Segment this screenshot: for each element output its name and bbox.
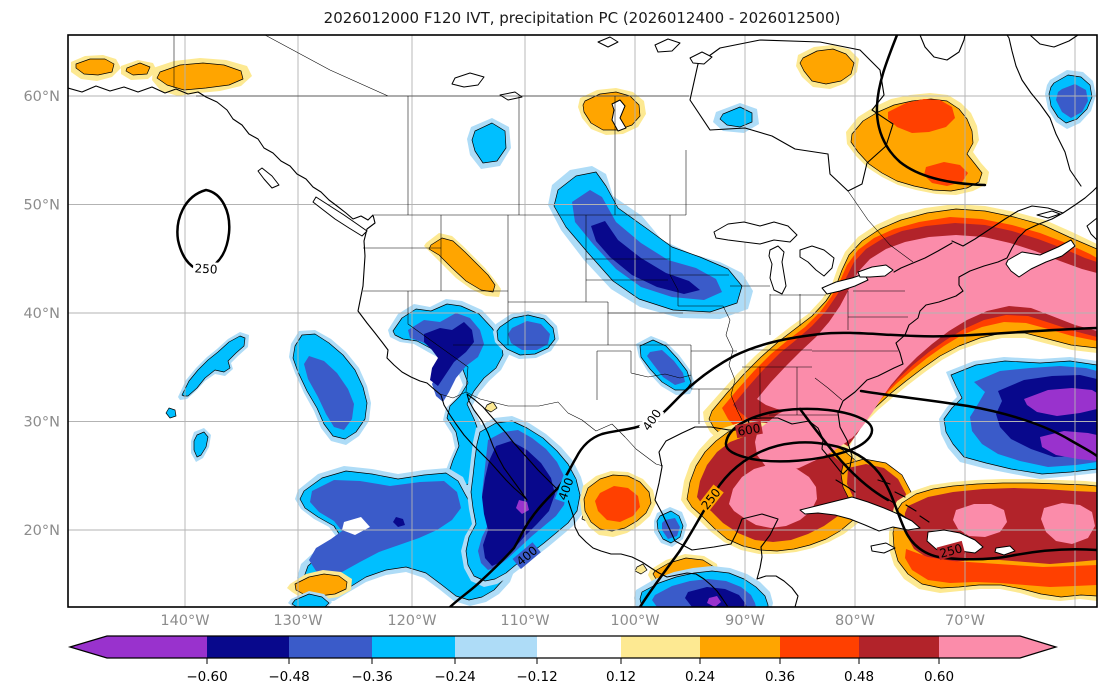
colorbar-seg (207, 636, 289, 658)
lat-tick-label: 20°N (23, 523, 60, 539)
lon-tick-label: 120°W (387, 613, 436, 629)
colorbar-tick-label: 0.48 (844, 669, 874, 685)
ivt-250-atlantic (859, 389, 1097, 458)
shaded-region-dakotas (548, 166, 753, 319)
shaded-region-yucatan-cold (634, 507, 773, 607)
colorbar-seg (621, 636, 700, 658)
geography (68, 35, 1097, 607)
shaded-region-pacific (289, 330, 371, 445)
lon-axis-labels: 140°W 130°W 120°W 110°W 100°W 90°W 80°W … (160, 613, 985, 629)
shaded-region-manitoba (578, 45, 859, 135)
lat-tick-label: 30°N (23, 415, 60, 431)
colorbar-seg (537, 636, 621, 658)
contour-label: 250 (938, 541, 964, 560)
coastline-st-lawrence (893, 186, 1097, 273)
colorbar-seg (107, 636, 207, 658)
colorbar-extend-right (1020, 636, 1056, 658)
shaded-region-labrador-blue (1045, 70, 1096, 129)
colorbar-tick-label: 0.12 (606, 669, 636, 685)
shaded-region-alaska (71, 55, 252, 96)
colorbar-labels: −0.60 −0.48 −0.36 −0.24 −0.12 0.12 0.24 … (186, 669, 954, 685)
colorbar-tick-label: 0.36 (765, 669, 795, 685)
colorbar-tick-label: −0.36 (351, 669, 392, 685)
colorbar-tick-label: −0.60 (186, 669, 227, 685)
lon-tick-label: 80°W (835, 613, 875, 629)
lon-tick-label: 70°W (945, 613, 985, 629)
colorbar-tick-label: 0.60 (924, 669, 954, 685)
shaded-region-west-small (165, 332, 249, 462)
shaded-region-colorado (493, 311, 559, 359)
lat-tick-label: 60°N (23, 89, 60, 105)
coastline-gulf-atlantic (654, 205, 1064, 607)
shaded-region-idaho (424, 233, 501, 297)
colorbar-tick-label: 0.24 (685, 669, 715, 685)
colorbar: −0.60 −0.48 −0.36 −0.24 −0.12 0.12 0.24 … (67, 635, 1059, 685)
shaded-region-caribbean (889, 479, 1097, 601)
shaded-region-quebec (846, 93, 989, 195)
colorbar-seg (939, 636, 1020, 658)
colorbar-seg (859, 636, 939, 658)
colorbar-ticks (206, 658, 940, 664)
lon-tick-label: 140°W (160, 613, 209, 629)
political-borders (173, 35, 914, 467)
colorbar-extend-left (70, 636, 107, 658)
shaded-field (71, 45, 1097, 607)
contour-label: 600 (737, 421, 762, 439)
shaded-region-nw-mexico (461, 416, 586, 587)
colorbar-seg (455, 636, 537, 658)
ivt-florida-branch (798, 407, 890, 502)
chart-title: 2026012000 F120 IVT, precipitation PC (2… (324, 9, 841, 27)
islands (257, 36, 1097, 556)
ivt-250-south (638, 441, 1097, 607)
colorbar-tick-label: −0.24 (434, 669, 475, 685)
coastline-pacific (68, 85, 729, 607)
lat-tick-label: 50°N (23, 198, 60, 214)
lon-tick-label: 110°W (500, 613, 549, 629)
coastline-hudson-bay (689, 39, 894, 192)
map-frame (67, 34, 1098, 608)
colorbar-tick-label: −0.12 (516, 669, 557, 685)
lakes (451, 72, 894, 295)
colorbar-seg (700, 636, 780, 658)
colorbar-seg (780, 636, 859, 658)
colorbar-seg (372, 636, 455, 658)
colorbar-outline (67, 635, 1059, 659)
lon-tick-label: 100°W (610, 613, 659, 629)
colorbar-seg (289, 636, 372, 658)
lat-tick-label: 40°N (23, 306, 60, 322)
lat-axis-labels: 60°N 50°N 40°N 30°N 20°N (23, 89, 60, 539)
lon-tick-label: 90°W (725, 613, 765, 629)
contour-label: 250 (194, 261, 218, 276)
ivt-quebec-arc (875, 35, 987, 187)
lon-tick-label: 130°W (273, 613, 322, 629)
shaded-region-bottom-left (287, 570, 352, 607)
ivt-400-main (448, 326, 1097, 607)
ivt-contours (176, 35, 1097, 607)
shaded-region-sw-banana (295, 466, 516, 606)
shaded-region-prairies (467, 103, 759, 169)
colorbar-tick-label: −0.48 (268, 669, 309, 685)
coastline-labrador (919, 35, 1082, 187)
ivt-600-loop (724, 407, 874, 463)
